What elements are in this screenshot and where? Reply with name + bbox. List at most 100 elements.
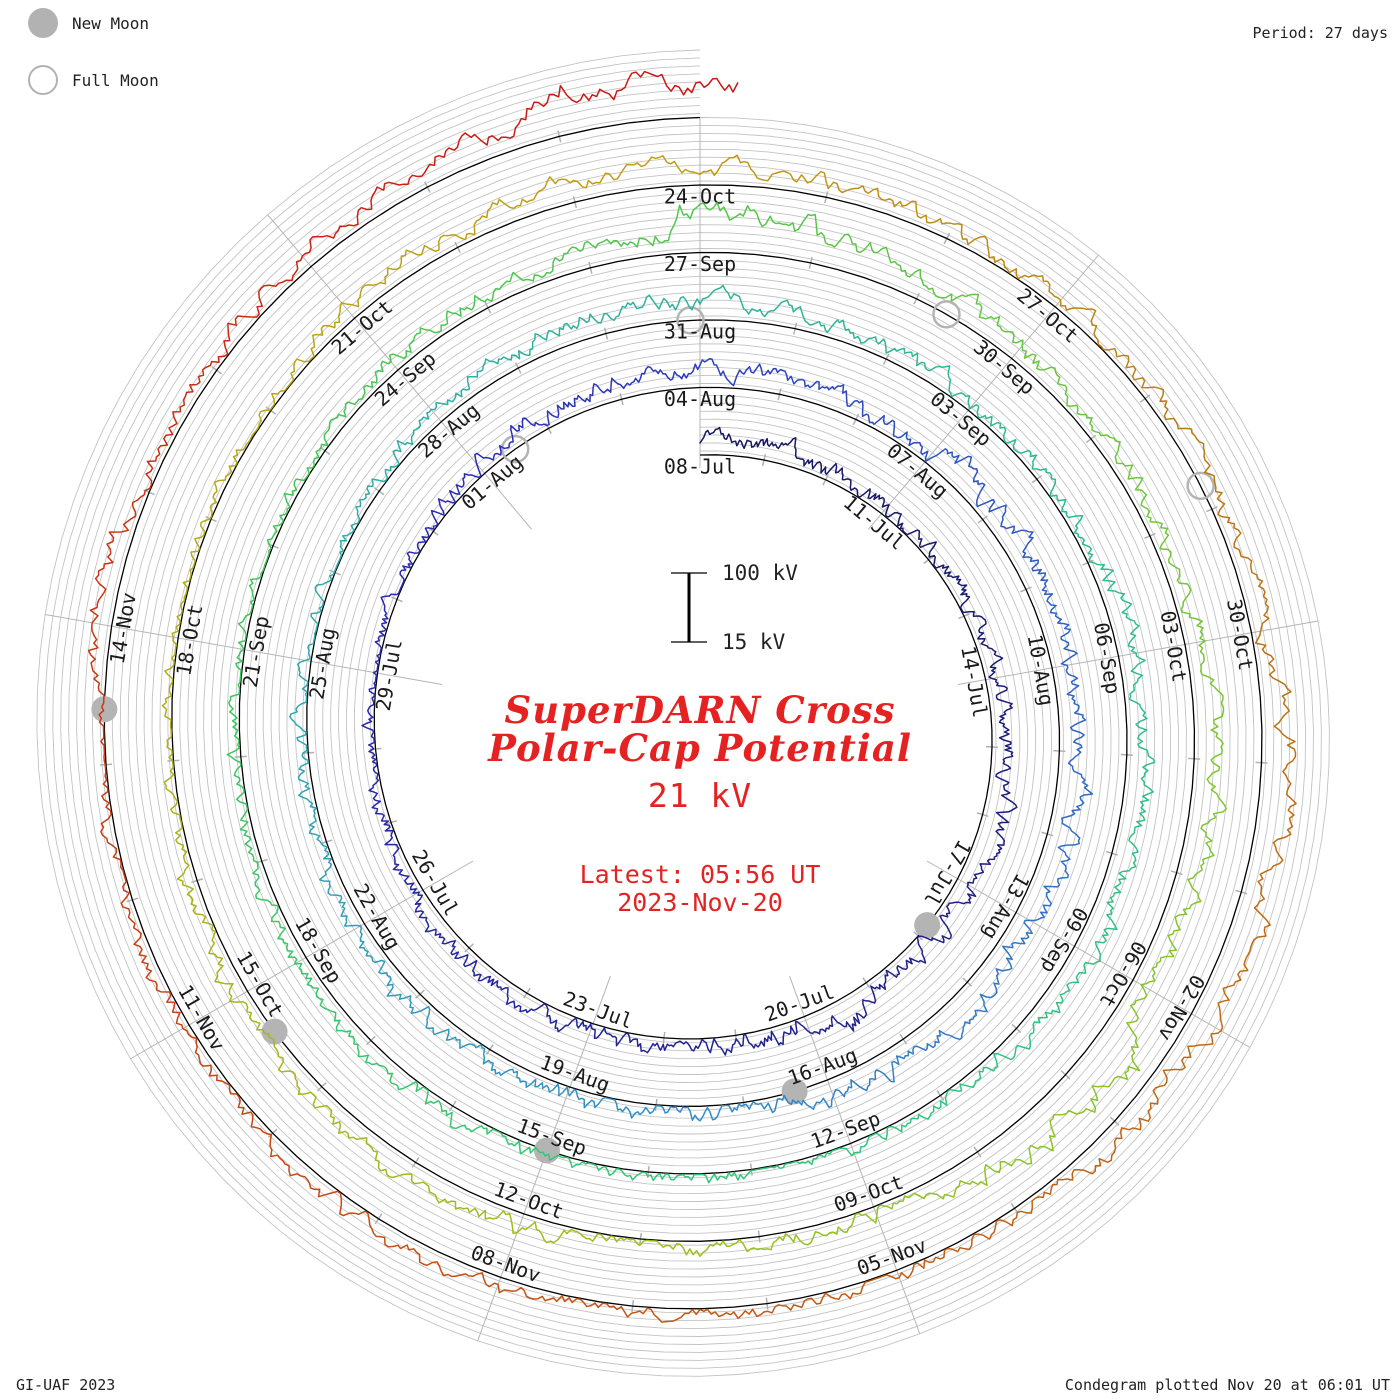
- moon-markers: [91, 300, 1215, 1164]
- radial-gridline: [957, 620, 1319, 685]
- plotted-note: Condegram plotted Nov 20 at 06:01 UT: [1064, 1376, 1390, 1394]
- trace-segment: [457, 954, 520, 1009]
- date-label: 04-Aug: [664, 387, 736, 411]
- trace-segment: [210, 252, 307, 363]
- trace-segment: [388, 294, 488, 360]
- trace-segment: [1254, 634, 1297, 769]
- trace-segment: [1187, 762, 1227, 881]
- trace-segment: [383, 823, 420, 894]
- trace-segment: [699, 357, 786, 387]
- grid-spiral-70kv: [60, 73, 1307, 1353]
- date-label: 31-Aug: [664, 320, 736, 344]
- trace-segment: [853, 1100, 948, 1154]
- scale-bar-top-label: 100 kV: [722, 561, 798, 585]
- trace-segment: [346, 234, 457, 308]
- trace-segment: [572, 155, 705, 189]
- new-moon-icon: [28, 8, 58, 38]
- date-label: 17-Jul: [919, 836, 976, 911]
- trace-segment: [1028, 960, 1101, 1043]
- trace-segment: [702, 201, 822, 237]
- trace-segment: [1216, 900, 1271, 1035]
- trace-segment: [1257, 767, 1297, 903]
- date-label: 05-Nov: [854, 1233, 930, 1280]
- trace-segment: [1060, 751, 1094, 845]
- credit-label: GI-UAF 2023: [16, 1376, 116, 1394]
- trace-segment: [1065, 664, 1087, 753]
- trace-segment: [617, 363, 701, 390]
- trace-segment: [171, 514, 213, 635]
- trace-segment: [601, 294, 701, 322]
- trace-segment: [333, 485, 374, 573]
- trace-segment: [181, 880, 234, 998]
- new-moon-marker: [533, 1137, 560, 1164]
- date-label: 12-Sep: [807, 1106, 883, 1153]
- trace-segment: [983, 1107, 1097, 1174]
- trace-segment: [703, 77, 739, 93]
- trace-segment: [511, 313, 604, 360]
- trace-segment: [699, 284, 802, 318]
- trace-segment: [252, 859, 298, 961]
- trace-segment: [209, 406, 273, 517]
- grid-spiral-50kv: [76, 89, 1291, 1337]
- trace-segment: [933, 556, 975, 615]
- legend-full-moon-row: Full Moon: [28, 65, 159, 95]
- trace-segment: [304, 171, 426, 255]
- trace-segment: [414, 891, 460, 960]
- radial-gridline: [789, 976, 921, 1334]
- trace-segment: [834, 462, 890, 511]
- trace-segment: [1128, 652, 1150, 757]
- current-potential-value: 21 kV: [647, 776, 753, 815]
- trace-segment: [493, 1282, 629, 1318]
- trace-segment: [884, 509, 937, 559]
- trace-segment: [358, 925, 412, 1004]
- trace-segment: [912, 993, 988, 1055]
- date-label: 30-Sep: [969, 335, 1040, 400]
- trace-segment: [702, 154, 835, 190]
- trace-segment: [1119, 1032, 1219, 1133]
- full-moon-icon: [28, 65, 58, 95]
- trace-segment: [655, 1103, 745, 1122]
- trace-segment: [297, 752, 323, 845]
- full-moon-marker: [500, 434, 530, 464]
- trace-segment: [546, 377, 619, 427]
- new-moon-marker: [781, 1078, 808, 1105]
- trace-segment: [1159, 532, 1207, 647]
- trace-segment: [979, 919, 1033, 999]
- trace-segment: [875, 1168, 988, 1224]
- date-label: 27-Sep: [664, 252, 736, 276]
- trace-segment: [482, 1057, 569, 1097]
- date-label: 06-Oct: [1095, 937, 1152, 1012]
- radial-gridline: [868, 254, 1099, 530]
- grid-spiral-30kv: [92, 105, 1275, 1322]
- trace-segment: [972, 613, 1004, 681]
- latest-time-label: Latest: 05:56 UT: [579, 860, 821, 889]
- trace-segment: [486, 240, 589, 303]
- date-label: 21-Oct: [327, 295, 398, 360]
- trace-segment: [1140, 878, 1202, 992]
- trace-segment: [889, 347, 971, 410]
- grid-spiral-20kv: [99, 113, 1267, 1314]
- trace-segment: [145, 360, 213, 490]
- trace-segment: [763, 1274, 897, 1314]
- trace-segment: [409, 1001, 486, 1059]
- trace-segment: [944, 1040, 1032, 1107]
- trace-segment: [517, 1003, 593, 1033]
- trace-segment: [310, 1091, 405, 1179]
- plot-title-line1: SuperDARN Cross: [504, 688, 896, 732]
- trace-segment: [861, 404, 929, 463]
- legend-new-moon-row: New Moon: [28, 8, 159, 38]
- trace-segment: [226, 645, 245, 756]
- trace-segment: [544, 1153, 649, 1181]
- trace-segment: [1041, 579, 1078, 667]
- trace-segment: [1100, 434, 1169, 534]
- trace-segment: [756, 1212, 877, 1251]
- trace-segment: [271, 302, 349, 408]
- latest-date-label: 2023-Nov-20: [617, 888, 783, 917]
- trace-segment: [552, 70, 705, 104]
- radial-gridline: [130, 860, 474, 1060]
- new-moon-label: New Moon: [72, 13, 150, 33]
- trace-segment: [361, 671, 378, 750]
- trace-segment: [402, 1173, 514, 1234]
- trace-segment: [918, 883, 977, 944]
